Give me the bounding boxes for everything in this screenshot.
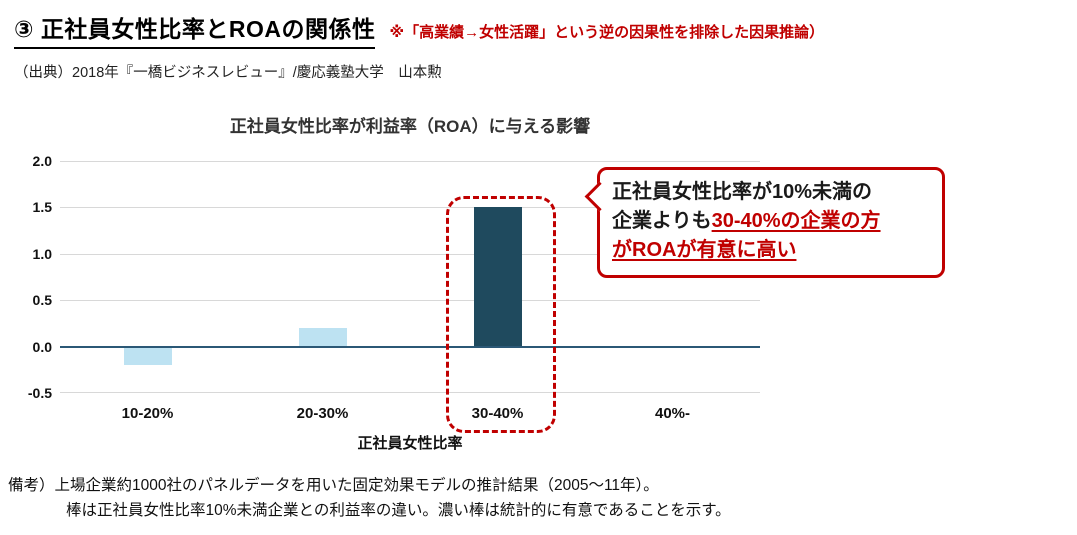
zero-axis-line [60,345,760,348]
footnotes: 備考）上場企業約1000社のパネルデータを用いた固定効果モデルの推計結果（200… [8,474,731,524]
callout-text-black: 正社員女性比率が10%未満の [612,181,873,203]
y-tick-label: 1.0 [32,245,52,262]
page-title: ③ 正社員女性比率とROAの関係性 [14,10,376,49]
x-axis-labels: 10-20% 20-30% 30-40% 40%- [60,405,760,422]
bar-30-40% [473,207,522,347]
y-axis-ticks: 2.0 1.5 1.0 0.5 0.0 -0.5 [15,153,60,401]
callout-line-2: 企業よりも30-40%の企業の方 [612,207,930,236]
gridline [60,207,760,209]
y-tick-label: 0.0 [32,338,52,355]
callout-text-red: がROAが有意に高い [612,239,797,261]
bar-10-20% [123,346,172,366]
footnote-line1: 備考）上場企業約1000社のパネルデータを用いた固定効果モデルの推計結果（200… [8,477,659,494]
bar-20-30% [298,328,347,347]
callout-text-red: 30-40%の企業の方 [711,210,881,232]
x-axis-title: 正社員女性比率 [357,435,463,452]
callout-text-black: 企業よりも [612,210,712,232]
chart-title: 正社員女性比率が利益率（ROA）に与える影響 [229,117,591,136]
y-tick-label: 1.5 [32,199,52,216]
callout-line-1: 正社員女性比率が10%未満の [612,178,930,207]
annotation-callout: 正社員女性比率が10%未満の 企業よりも30-40%の企業の方 がROAが有意に… [584,167,945,278]
gridline [60,392,760,393]
plot-row: 2.0 1.5 1.0 0.5 0.0 -0.5 [15,153,785,433]
title-note: ※「高業績→女性活躍」という逆の因果性を排除した因果推論） [389,24,825,41]
x-tick-label: 30-40% [471,405,524,422]
y-tick-label: 2.0 [32,153,52,169]
gridline [60,300,760,302]
highlight-dashed-box [445,196,556,433]
x-tick-label: 20-30% [296,405,349,422]
roa-bar-chart: 正社員女性比率が利益率（ROA）に与える影響 2.0 1.5 1.0 0.5 0.0 -0… [15,112,785,453]
x-tick-label: 10-20% [121,405,174,422]
y-tick-label: -0.5 [27,385,52,401]
callout-line-3: がROAが有意に高い [612,236,930,265]
source-citation: （出典）2018年『一橋ビジネスレビュー』/慶応義塾大学 山本勲 [14,65,442,81]
gridline [60,161,760,162]
x-tick-label: 40%- [654,405,691,422]
plot-area [60,161,760,433]
header: ③ 正社員女性比率とROAの関係性 ※「高業績→女性活躍」という逆の因果性を排除し… [14,10,824,82]
y-tick-label: 0.5 [32,292,52,309]
gridline [60,253,760,255]
footnote-line2: 棒は正社員女性比率10%未満企業との利益率の違い。濃い棒は統計的に有意であること… [66,501,731,519]
